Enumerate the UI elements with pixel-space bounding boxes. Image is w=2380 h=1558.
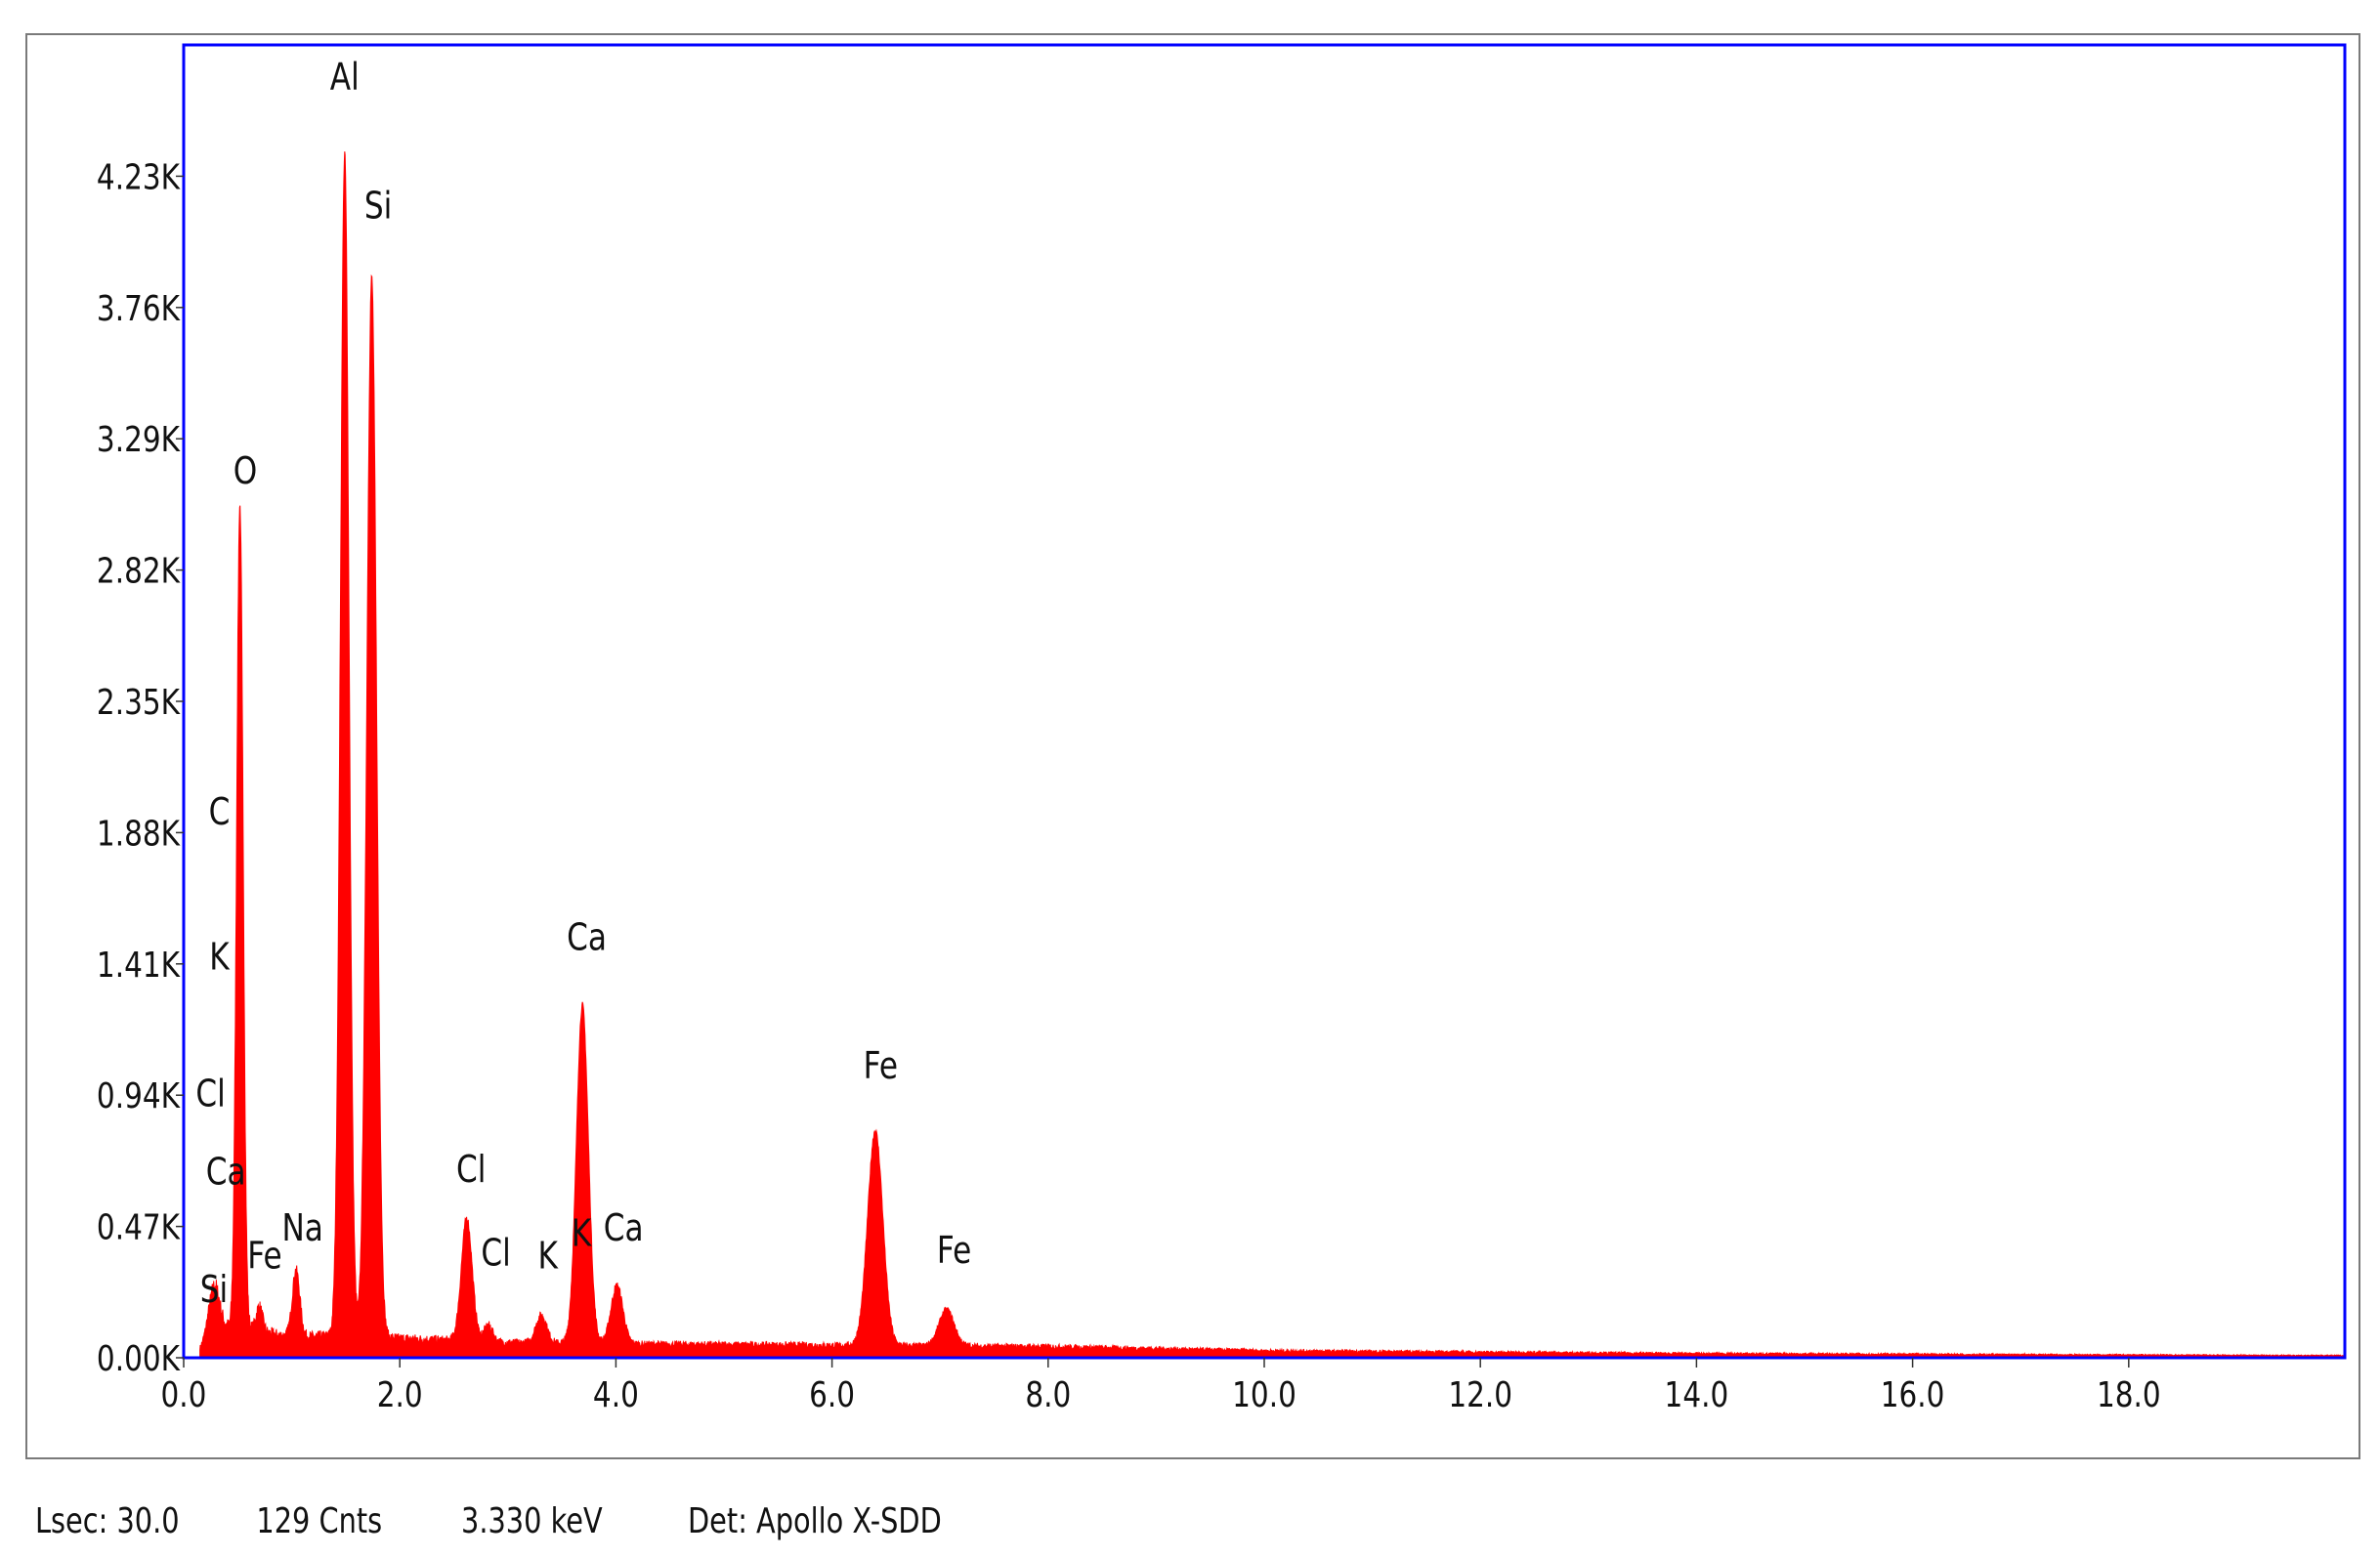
detector-name: Det: Apollo X-SDD (688, 1501, 942, 1541)
spectrum-area (199, 151, 2346, 1359)
y-tick-label: 0.47K (97, 1206, 181, 1248)
peak-label-ca: Ca (206, 1152, 246, 1195)
peak-label-fe: Fe (247, 1236, 281, 1279)
y-tick-label: 1.88K (97, 812, 181, 854)
peak-label-si: Si (364, 185, 392, 228)
live-seconds: Lsec: 30.0 (35, 1501, 180, 1541)
peak-label-k: K (209, 937, 231, 980)
x-tick-label: 4.0 (593, 1373, 639, 1415)
x-tick-label: 10.0 (1232, 1373, 1296, 1415)
peak-label-ca: Ca (604, 1207, 644, 1250)
x-tick-label: 12.0 (1448, 1373, 1512, 1415)
x-tick-label: 2.0 (377, 1373, 423, 1415)
chart-frame (25, 33, 2360, 1459)
plot-area-border (182, 43, 2347, 1360)
peak-label-cl: Cl (456, 1149, 486, 1192)
y-tick-label: 0.00K (97, 1337, 181, 1379)
x-tick-label: 14.0 (1665, 1373, 1729, 1415)
y-tick-label: 4.23K (97, 155, 181, 197)
energy-readout: 3.330 keV (461, 1501, 603, 1541)
peak-label-k: K (538, 1236, 560, 1279)
peak-label-fe: Fe (937, 1230, 971, 1273)
y-tick-label: 2.82K (97, 550, 181, 592)
y-tick-label: 3.76K (97, 287, 181, 329)
x-tick-label: 6.0 (809, 1373, 855, 1415)
peak-label-al: Al (330, 57, 360, 100)
y-tick-label: 2.35K (97, 681, 181, 723)
y-tick-label: 1.41K (97, 944, 181, 986)
status-bar: Lsec: 30.0 129 Cnts 3.330 keV Det: Apoll… (0, 1490, 1904, 1558)
x-tick-label: 18.0 (2097, 1373, 2161, 1415)
y-tick-label: 0.94K (97, 1074, 181, 1116)
x-tick-label: 16.0 (1881, 1373, 1945, 1415)
peak-label-na: Na (281, 1207, 322, 1250)
peak-label-k: K (572, 1213, 593, 1256)
spectrum-chart: 0.0 2.0 4.0 6.0 8.0 10.0 12.0 14.0 16.0 18.0 0.00K… (97, 43, 2347, 1415)
peak-label-cl: Cl (481, 1233, 510, 1276)
x-tick-label: 0.0 (161, 1373, 207, 1415)
peak-label-fe: Fe (864, 1045, 898, 1088)
peak-label-o: O (234, 450, 258, 493)
peak-label-cl: Cl (195, 1074, 225, 1116)
peak-label-ca: Ca (567, 917, 607, 960)
y-tick-label: 3.29K (97, 418, 181, 460)
peak-label-c: C (209, 791, 231, 834)
x-tick-label: 8.0 (1025, 1373, 1071, 1415)
peak-label-si: Si (200, 1269, 228, 1312)
count-readout: 129 Cnts (256, 1501, 383, 1541)
